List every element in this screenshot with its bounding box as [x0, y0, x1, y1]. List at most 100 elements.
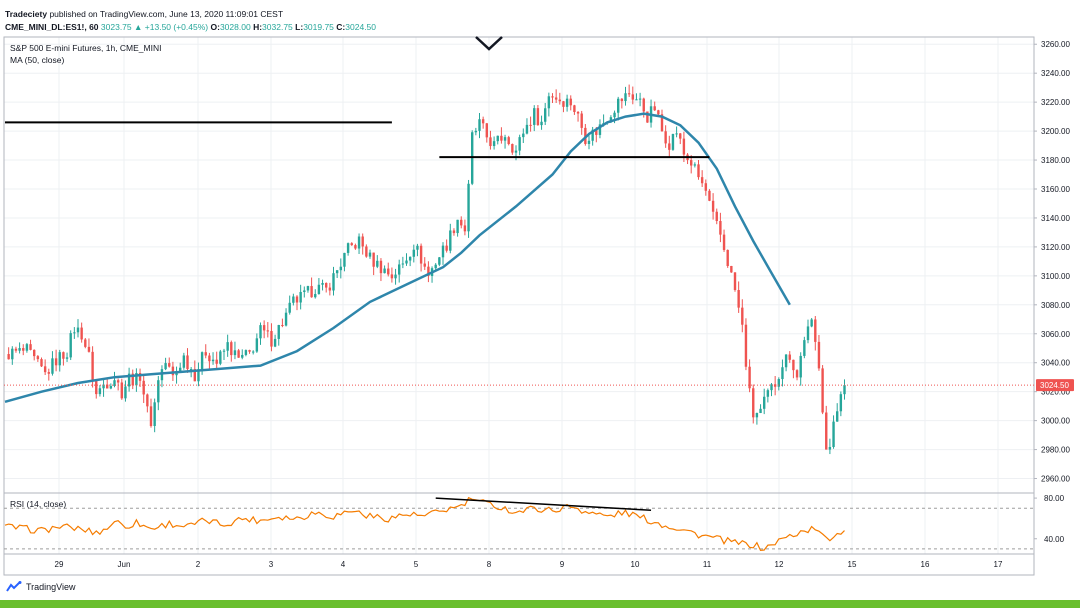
x-tick-label: 11 — [703, 560, 712, 569]
tradingview-logo-icon — [6, 581, 22, 592]
rsi-tick-label: 40.00 — [1044, 535, 1065, 544]
candle-body — [715, 211, 718, 222]
candle-body — [168, 363, 171, 367]
time-axis[interactable]: 29 Jun 2 3 4 5 8 9 10 11 12 15 16 17 — [55, 560, 1003, 569]
candle-body — [514, 150, 518, 153]
candle-body — [693, 164, 697, 166]
candle-body — [113, 380, 116, 387]
candle-body — [368, 252, 372, 257]
candle-body — [806, 326, 810, 341]
candle-body — [587, 140, 591, 144]
candle-body — [500, 135, 503, 141]
candle-body — [511, 144, 514, 153]
candle-body — [332, 273, 335, 291]
candle-body — [507, 137, 510, 145]
candle-body — [595, 129, 598, 135]
candle-body — [306, 286, 310, 291]
ma-legend: MA (50, close) — [10, 55, 64, 65]
candle-body — [558, 99, 561, 102]
candle-body — [383, 268, 386, 274]
candle-body — [29, 344, 32, 350]
candle-body — [109, 386, 113, 389]
candle-body — [405, 260, 408, 264]
candle-body — [14, 348, 18, 351]
candle-body — [153, 402, 156, 426]
candle-body — [193, 369, 196, 382]
candle-body — [759, 408, 762, 414]
candle-body — [40, 359, 43, 367]
candle-body — [233, 350, 237, 356]
arrow-marker — [475, 36, 503, 51]
candle-body — [259, 325, 262, 339]
x-tick-label: 12 — [775, 560, 784, 569]
candle-body — [711, 200, 715, 212]
candle-body — [200, 352, 204, 370]
rsi-tick-label: 80.00 — [1044, 494, 1065, 503]
candle-body — [810, 319, 813, 327]
candle-body — [372, 252, 375, 267]
candle-body — [189, 369, 193, 371]
candle-body — [222, 350, 226, 352]
candle-body — [441, 245, 445, 258]
candle-body — [390, 274, 394, 279]
candle-body — [708, 190, 711, 201]
tradingview-brand[interactable]: TradingView — [6, 581, 76, 593]
candle-body — [792, 359, 795, 371]
candle-body — [664, 131, 667, 144]
candle-body — [357, 236, 361, 249]
candle-body — [617, 98, 620, 113]
candle-body — [266, 330, 269, 332]
candle-body — [62, 352, 65, 359]
candle-body — [354, 245, 357, 249]
candle-body — [836, 411, 839, 422]
last-price-tag: 3024.50 — [1036, 379, 1074, 392]
candle-body — [755, 413, 759, 418]
price-change: ▲ +13.50 (+0.45%) — [134, 22, 209, 32]
candle-body — [554, 97, 558, 100]
candle-body — [244, 350, 248, 355]
rsi-line — [4, 496, 845, 552]
candle-body — [817, 341, 821, 369]
candle-body — [748, 366, 751, 389]
symbol-ohlc-line: CME_MINI_DL:ES1!, 60 3023.75 ▲ +13.50 (+… — [5, 22, 376, 32]
candle-body — [215, 359, 218, 364]
candle-body — [631, 94, 634, 100]
candle-body — [138, 373, 142, 381]
candle-body — [211, 359, 215, 362]
candle-body — [36, 356, 40, 360]
candle-body — [763, 396, 766, 409]
candle-body — [179, 367, 182, 372]
candle-body — [671, 133, 675, 150]
candle-body — [365, 246, 368, 257]
candle-body — [562, 101, 565, 107]
candle-body — [737, 290, 740, 308]
price-axis[interactable]: 2960.00 2980.00 3000.00 3020.00 3040.00 3060.… — [1034, 40, 1070, 484]
candle-body — [427, 266, 430, 277]
candle-body — [241, 354, 244, 358]
candle-body — [828, 446, 832, 450]
candle-body — [485, 123, 488, 138]
close-label: C: — [336, 22, 346, 32]
rsi-pane: 40.00 80.00 — [4, 494, 1065, 552]
candle-body — [197, 369, 200, 382]
high-label: H: — [253, 22, 263, 32]
candle-body — [131, 373, 134, 386]
candle-body — [489, 137, 492, 147]
candle-body — [321, 283, 324, 285]
candle-body — [576, 112, 580, 114]
high-value: 3032.75 — [262, 22, 293, 32]
candle-body — [310, 286, 313, 298]
candle-body — [722, 234, 726, 250]
candle-body — [51, 358, 54, 374]
close-value: 3024.50 — [345, 22, 377, 32]
candle-body — [11, 348, 14, 360]
candle-body — [124, 386, 127, 399]
candle-body — [525, 124, 529, 134]
candle-body — [346, 243, 350, 253]
y-tick-label: 3020.00 — [1041, 388, 1070, 397]
candle-body — [292, 296, 295, 303]
candle-body — [164, 363, 167, 370]
candle-body — [33, 349, 36, 357]
chart-frame — [3, 36, 1035, 576]
